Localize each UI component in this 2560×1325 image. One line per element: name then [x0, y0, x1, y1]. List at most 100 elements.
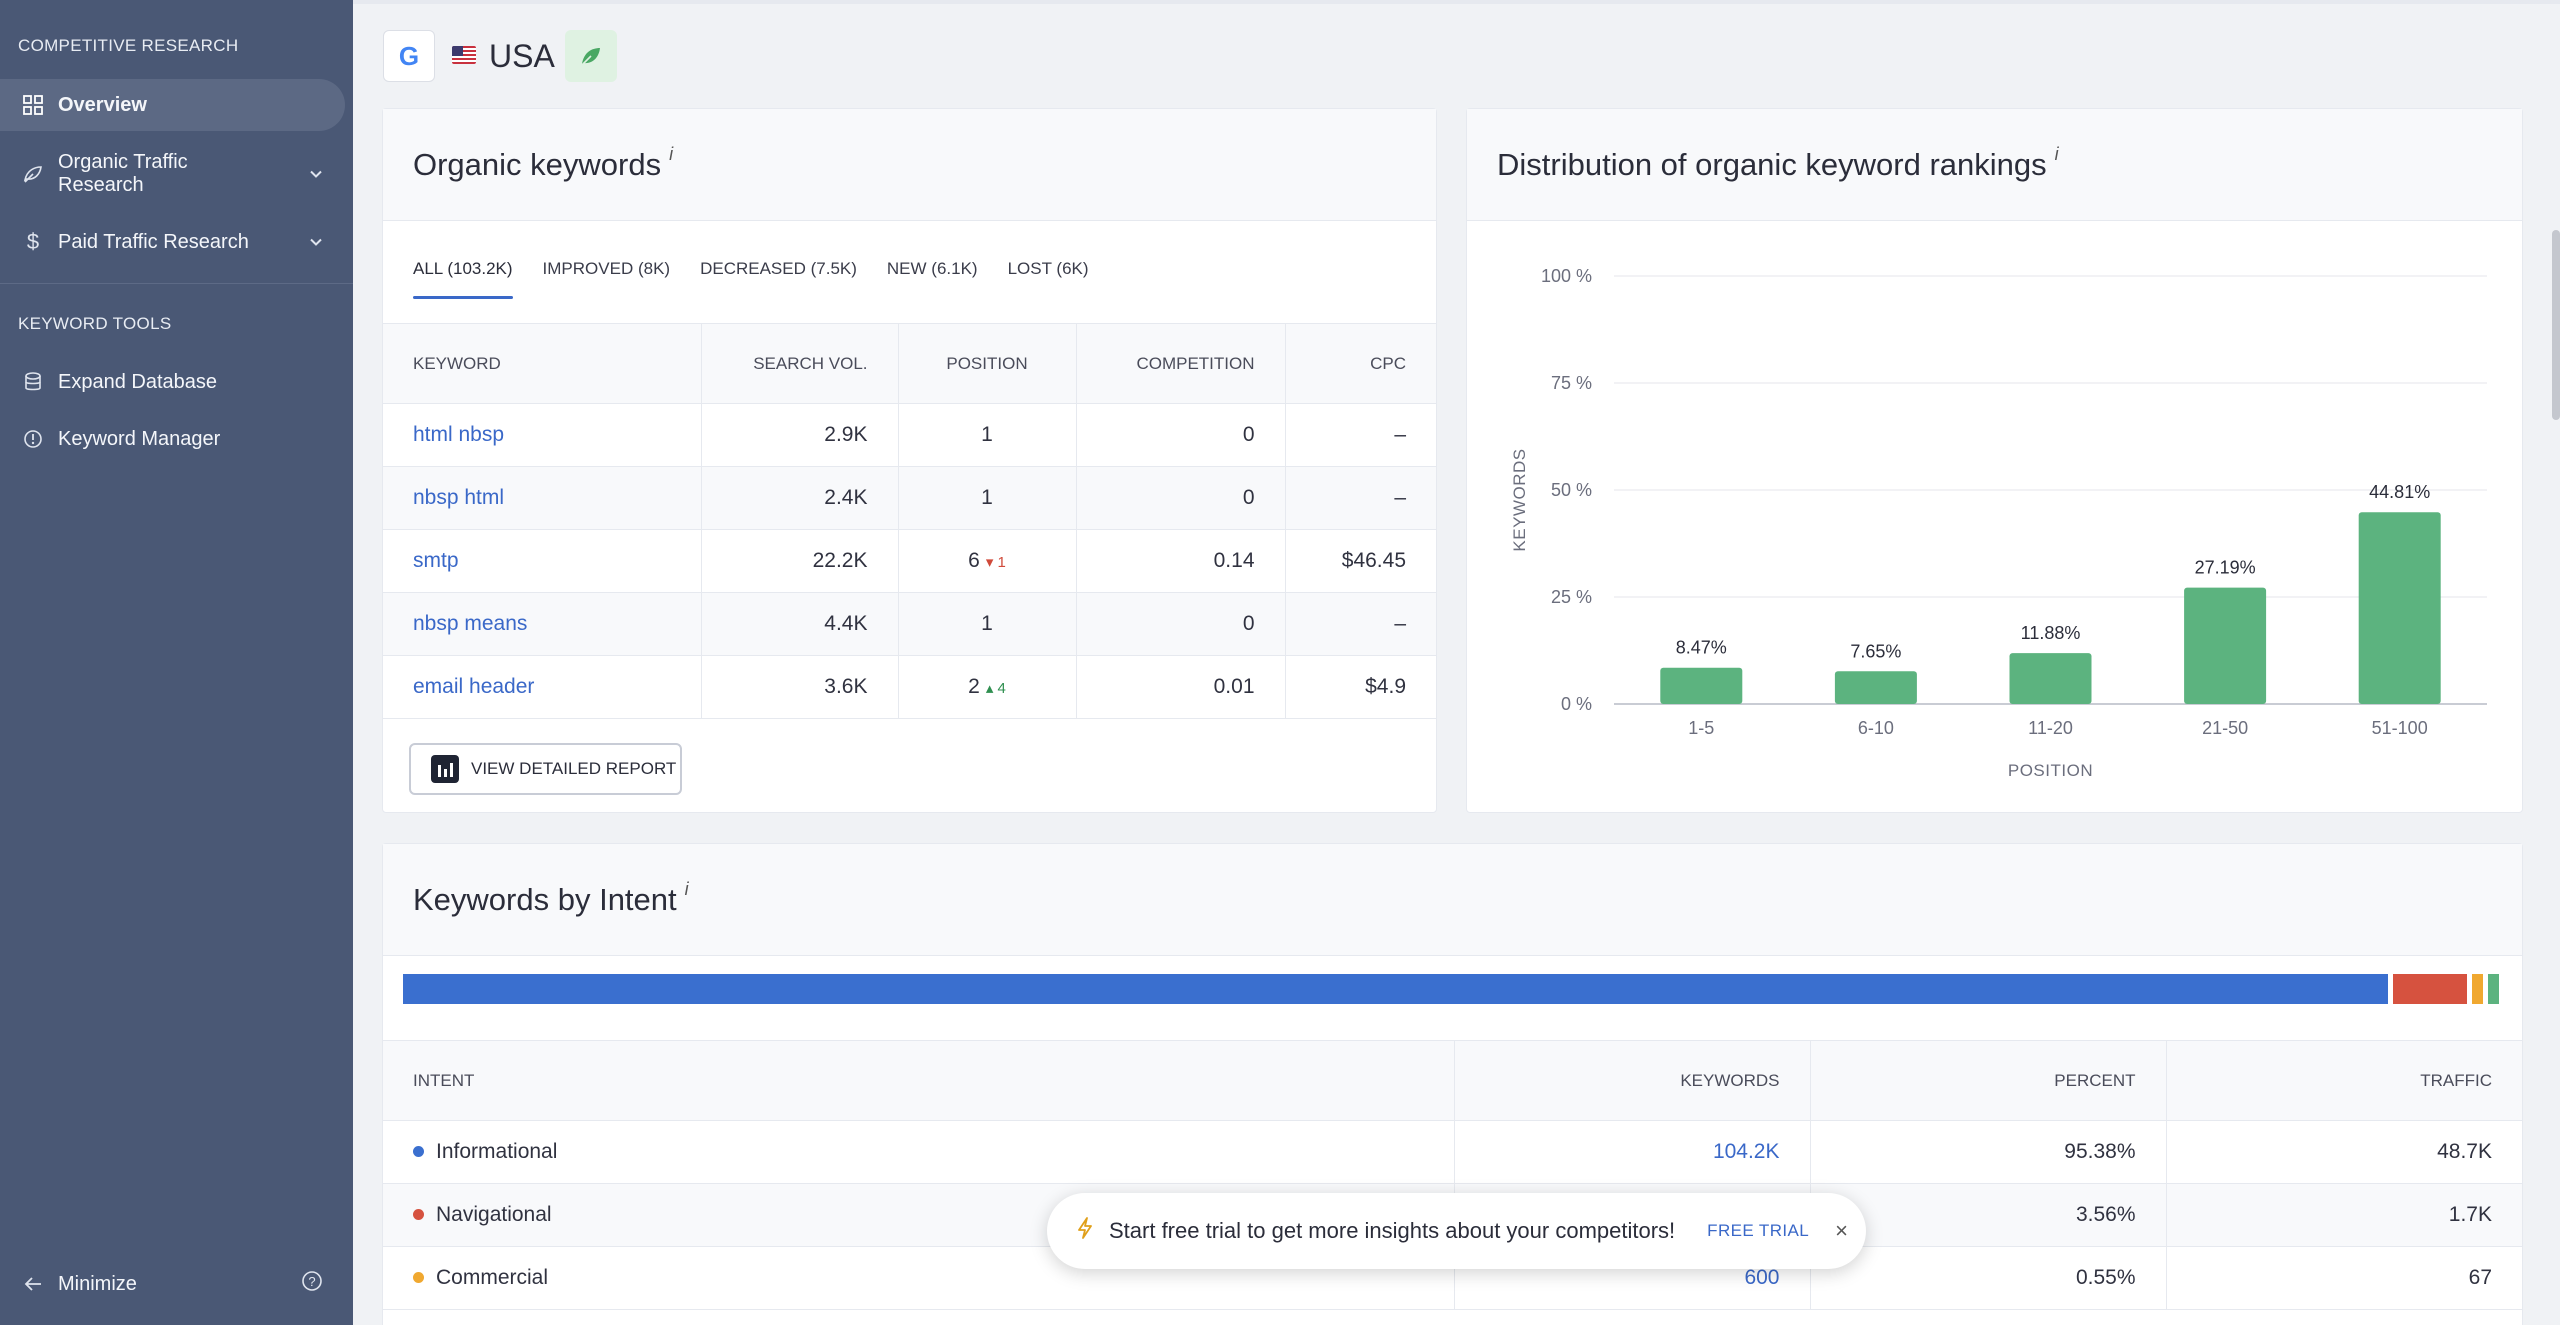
bar — [1660, 667, 1743, 704]
intent-name: Navigational — [436, 1203, 552, 1226]
google-engine-icon[interactable]: G — [383, 30, 435, 82]
sidebar-divider — [0, 283, 353, 284]
leaf-icon — [22, 163, 44, 185]
alert-circle-icon — [22, 428, 44, 450]
close-icon[interactable]: × — [1835, 1218, 1848, 1243]
minimize-button[interactable]: Minimize ? — [0, 1258, 345, 1310]
card-title: Keywords by Intent — [413, 881, 677, 917]
help-icon[interactable]: ? — [301, 1270, 323, 1298]
bar — [2184, 587, 2267, 704]
keyword-link[interactable]: nbsp means — [413, 612, 528, 635]
table-row: nbsp html 2.4K 1 0– — [383, 466, 1436, 530]
keyword-link[interactable]: email header — [413, 675, 535, 698]
keywords-link[interactable]: 104.2K — [1712, 1140, 1780, 1163]
cpc: $46.45 — [1285, 529, 1436, 593]
competition: 0 — [1076, 592, 1286, 656]
organic-keywords-header: Organic keywords i — [383, 109, 1436, 221]
x-tick-label: 1-5 — [1688, 718, 1714, 738]
sidebar-item-organic-traffic-research[interactable]: Organic Traffic Research — [0, 146, 345, 202]
cpc: – — [1285, 403, 1436, 467]
table-row: email header 3.6K 2 ▴ 4 0.01 $4.9 — [383, 655, 1436, 719]
bar-value-label: 27.19% — [2195, 558, 2256, 578]
card-title: Distribution of organic keyword rankings — [1497, 146, 2047, 182]
y-tick-label: 75 % — [1551, 373, 1592, 393]
y-tick-label: 0 % — [1561, 694, 1592, 714]
change-value: 4 — [997, 680, 1006, 697]
sidebar-item-label: Overview — [58, 93, 147, 116]
tab-improved[interactable]: IMPROVED (8K) — [542, 259, 671, 278]
organic-keywords-card: Organic keywords i ALL (103.2K) IMPROVED… — [382, 108, 1437, 813]
tab-decreased[interactable]: DECREASED (7.5K) — [700, 259, 857, 278]
y-axis-title: KEYWORDS — [1510, 448, 1529, 551]
intent-segment-informational[interactable] — [403, 974, 2388, 1004]
organic-leaf-icon[interactable] — [565, 30, 617, 82]
col-competition[interactable]: COMPETITION — [1076, 323, 1286, 404]
col-keyword[interactable]: KEYWORD — [383, 323, 702, 404]
intent-segment-commercial[interactable] — [2471, 974, 2484, 1004]
engine-letter: G — [398, 40, 420, 71]
competition: 0 — [1076, 403, 1286, 467]
col-percent[interactable]: PERCENT — [1810, 1040, 2167, 1121]
chevron-down-icon — [309, 231, 323, 254]
position-cell: 1 — [898, 466, 1077, 530]
toast-message: Start free trial to get more insights ab… — [1109, 1218, 1676, 1243]
intent-segment-navigational[interactable] — [2392, 974, 2467, 1004]
x-tick-label: 21-50 — [2202, 718, 2248, 738]
search-volume: 2.4K — [701, 466, 899, 530]
cpc: – — [1285, 592, 1436, 656]
keywords-table-body: html nbsp 2.9K 1 0– nbsp html 2.4K 1 0– smtp 22.2… — [383, 403, 1436, 719]
grid-icon — [22, 94, 44, 116]
percent: 0.55% — [1810, 1246, 2167, 1310]
intent-name: Commercial — [436, 1266, 549, 1289]
scrollbar[interactable] — [2552, 230, 2560, 420]
col-search-volume[interactable]: SEARCH VOL. — [701, 323, 899, 404]
competition: 0.14 — [1076, 529, 1286, 593]
traffic: 48.7K — [2166, 1120, 2522, 1184]
sidebar-item-keyword-manager[interactable]: Keyword Manager — [0, 413, 345, 465]
sidebar-item-paid-traffic-research[interactable]: $ Paid Traffic Research — [0, 216, 345, 268]
keyword-link[interactable]: nbsp html — [413, 486, 505, 509]
table-header-row: INTENT KEYWORDS PERCENT TRAFFIC — [383, 1040, 2522, 1121]
intent-dot — [413, 1209, 424, 1220]
database-icon — [22, 371, 44, 393]
col-traffic[interactable]: TRAFFIC — [2166, 1040, 2522, 1121]
competition: 0 — [1076, 466, 1286, 530]
position-value: 2 — [968, 675, 980, 698]
chevron-down-icon — [309, 163, 323, 186]
free-trial-toast: Start free trial to get more insights ab… — [1047, 1193, 1866, 1269]
sidebar-item-expand-database[interactable]: Expand Database — [0, 356, 345, 408]
tab-new[interactable]: NEW (6.1K) — [886, 259, 978, 278]
sidebar-item-overview[interactable]: Overview — [0, 79, 345, 131]
position-cell: 1 — [898, 592, 1077, 656]
tab-all[interactable]: ALL (103.2K) — [413, 259, 513, 299]
report-button-label: VIEW DETAILED REPORT — [471, 759, 677, 778]
distribution-chart: 0 % 25 % 50 % 75 % 100 % 8.47% 1-5 7.65% 6-10 11.… — [1510, 266, 2487, 780]
col-cpc[interactable]: CPC — [1285, 323, 1436, 404]
arrow-left-icon — [22, 1273, 44, 1295]
info-icon[interactable]: i — [684, 879, 689, 899]
keyword-tabs: ALL (103.2K) IMPROVED (8K) DECREASED (7.… — [413, 259, 1089, 299]
col-keywords[interactable]: KEYWORDS — [1454, 1040, 1811, 1121]
us-flag-icon — [452, 46, 476, 64]
position-cell: 2 ▴ 4 — [898, 655, 1077, 719]
info-icon[interactable]: i — [2054, 144, 2059, 164]
bar-value-label: 8.47% — [1676, 638, 1727, 658]
keyword-link[interactable]: smtp — [413, 549, 459, 572]
percent: 3.56% — [1810, 1183, 2167, 1247]
col-intent[interactable]: INTENT — [383, 1040, 1455, 1121]
intent-card: Keywords by Intent i INTENT KEYWORDS PER… — [382, 843, 2523, 1325]
col-position[interactable]: POSITION — [898, 323, 1077, 404]
search-volume: 4.4K — [701, 592, 899, 656]
section-keyword-tools: KEYWORD TOOLS — [18, 314, 172, 333]
info-icon[interactable]: i — [669, 144, 674, 164]
keywords-link[interactable]: 600 — [1744, 1266, 1780, 1289]
view-detailed-report-button[interactable]: VIEW DETAILED REPORT — [409, 743, 682, 795]
y-tick-label: 50 % — [1551, 480, 1592, 500]
intent-segment-transactional[interactable] — [2488, 974, 2499, 1004]
tab-lost[interactable]: LOST (6K) — [1007, 259, 1089, 278]
bar — [2358, 512, 2441, 704]
keyword-link[interactable]: html nbsp — [413, 423, 505, 446]
position-value: 1 — [981, 612, 993, 635]
svg-text:?: ? — [308, 1274, 315, 1289]
free-trial-link[interactable]: FREE TRIAL — [1707, 1221, 1810, 1240]
